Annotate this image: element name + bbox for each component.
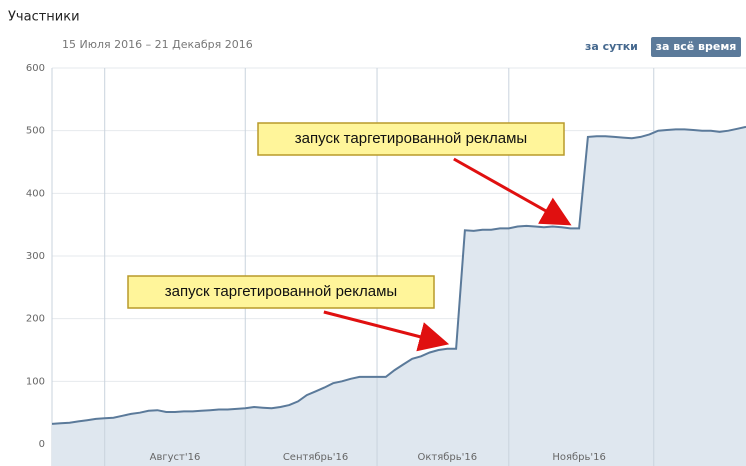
x-tick-label: Октябрь'16 [417, 452, 477, 463]
y-tick-label: 600 [26, 63, 45, 74]
chart-title: Участники [8, 10, 80, 25]
period-button[interactable]: за сутки [585, 40, 638, 53]
y-tick-label: 500 [26, 126, 45, 137]
area-fill [52, 126, 746, 466]
y-tick-label: 400 [26, 188, 45, 199]
y-tick-label: 300 [26, 251, 45, 262]
period-button[interactable]: за всё время [656, 40, 737, 53]
annotation-box [257, 122, 565, 156]
active-button-bg[interactable] [651, 37, 741, 57]
annotation-arrow [453, 157, 572, 226]
annotation-box [127, 275, 435, 309]
date-range: 15 Июля 2016 – 21 Декабря 2016 [62, 38, 253, 51]
y-tick-label: 200 [26, 314, 45, 325]
x-tick-label: Август'16 [150, 452, 201, 463]
annotation-text: запуск таргетированной рекламы [295, 130, 527, 147]
y-tick-label: 100 [26, 376, 45, 387]
y-tick-label: 0 [39, 439, 45, 450]
line [51, 125, 746, 425]
x-tick-label: Сентябрь'16 [283, 452, 348, 463]
annotation-text: запуск таргетированной рекламы [165, 283, 397, 300]
annotation-arrow [323, 310, 450, 352]
x-tick-label: Ноябрь'16 [552, 452, 606, 463]
